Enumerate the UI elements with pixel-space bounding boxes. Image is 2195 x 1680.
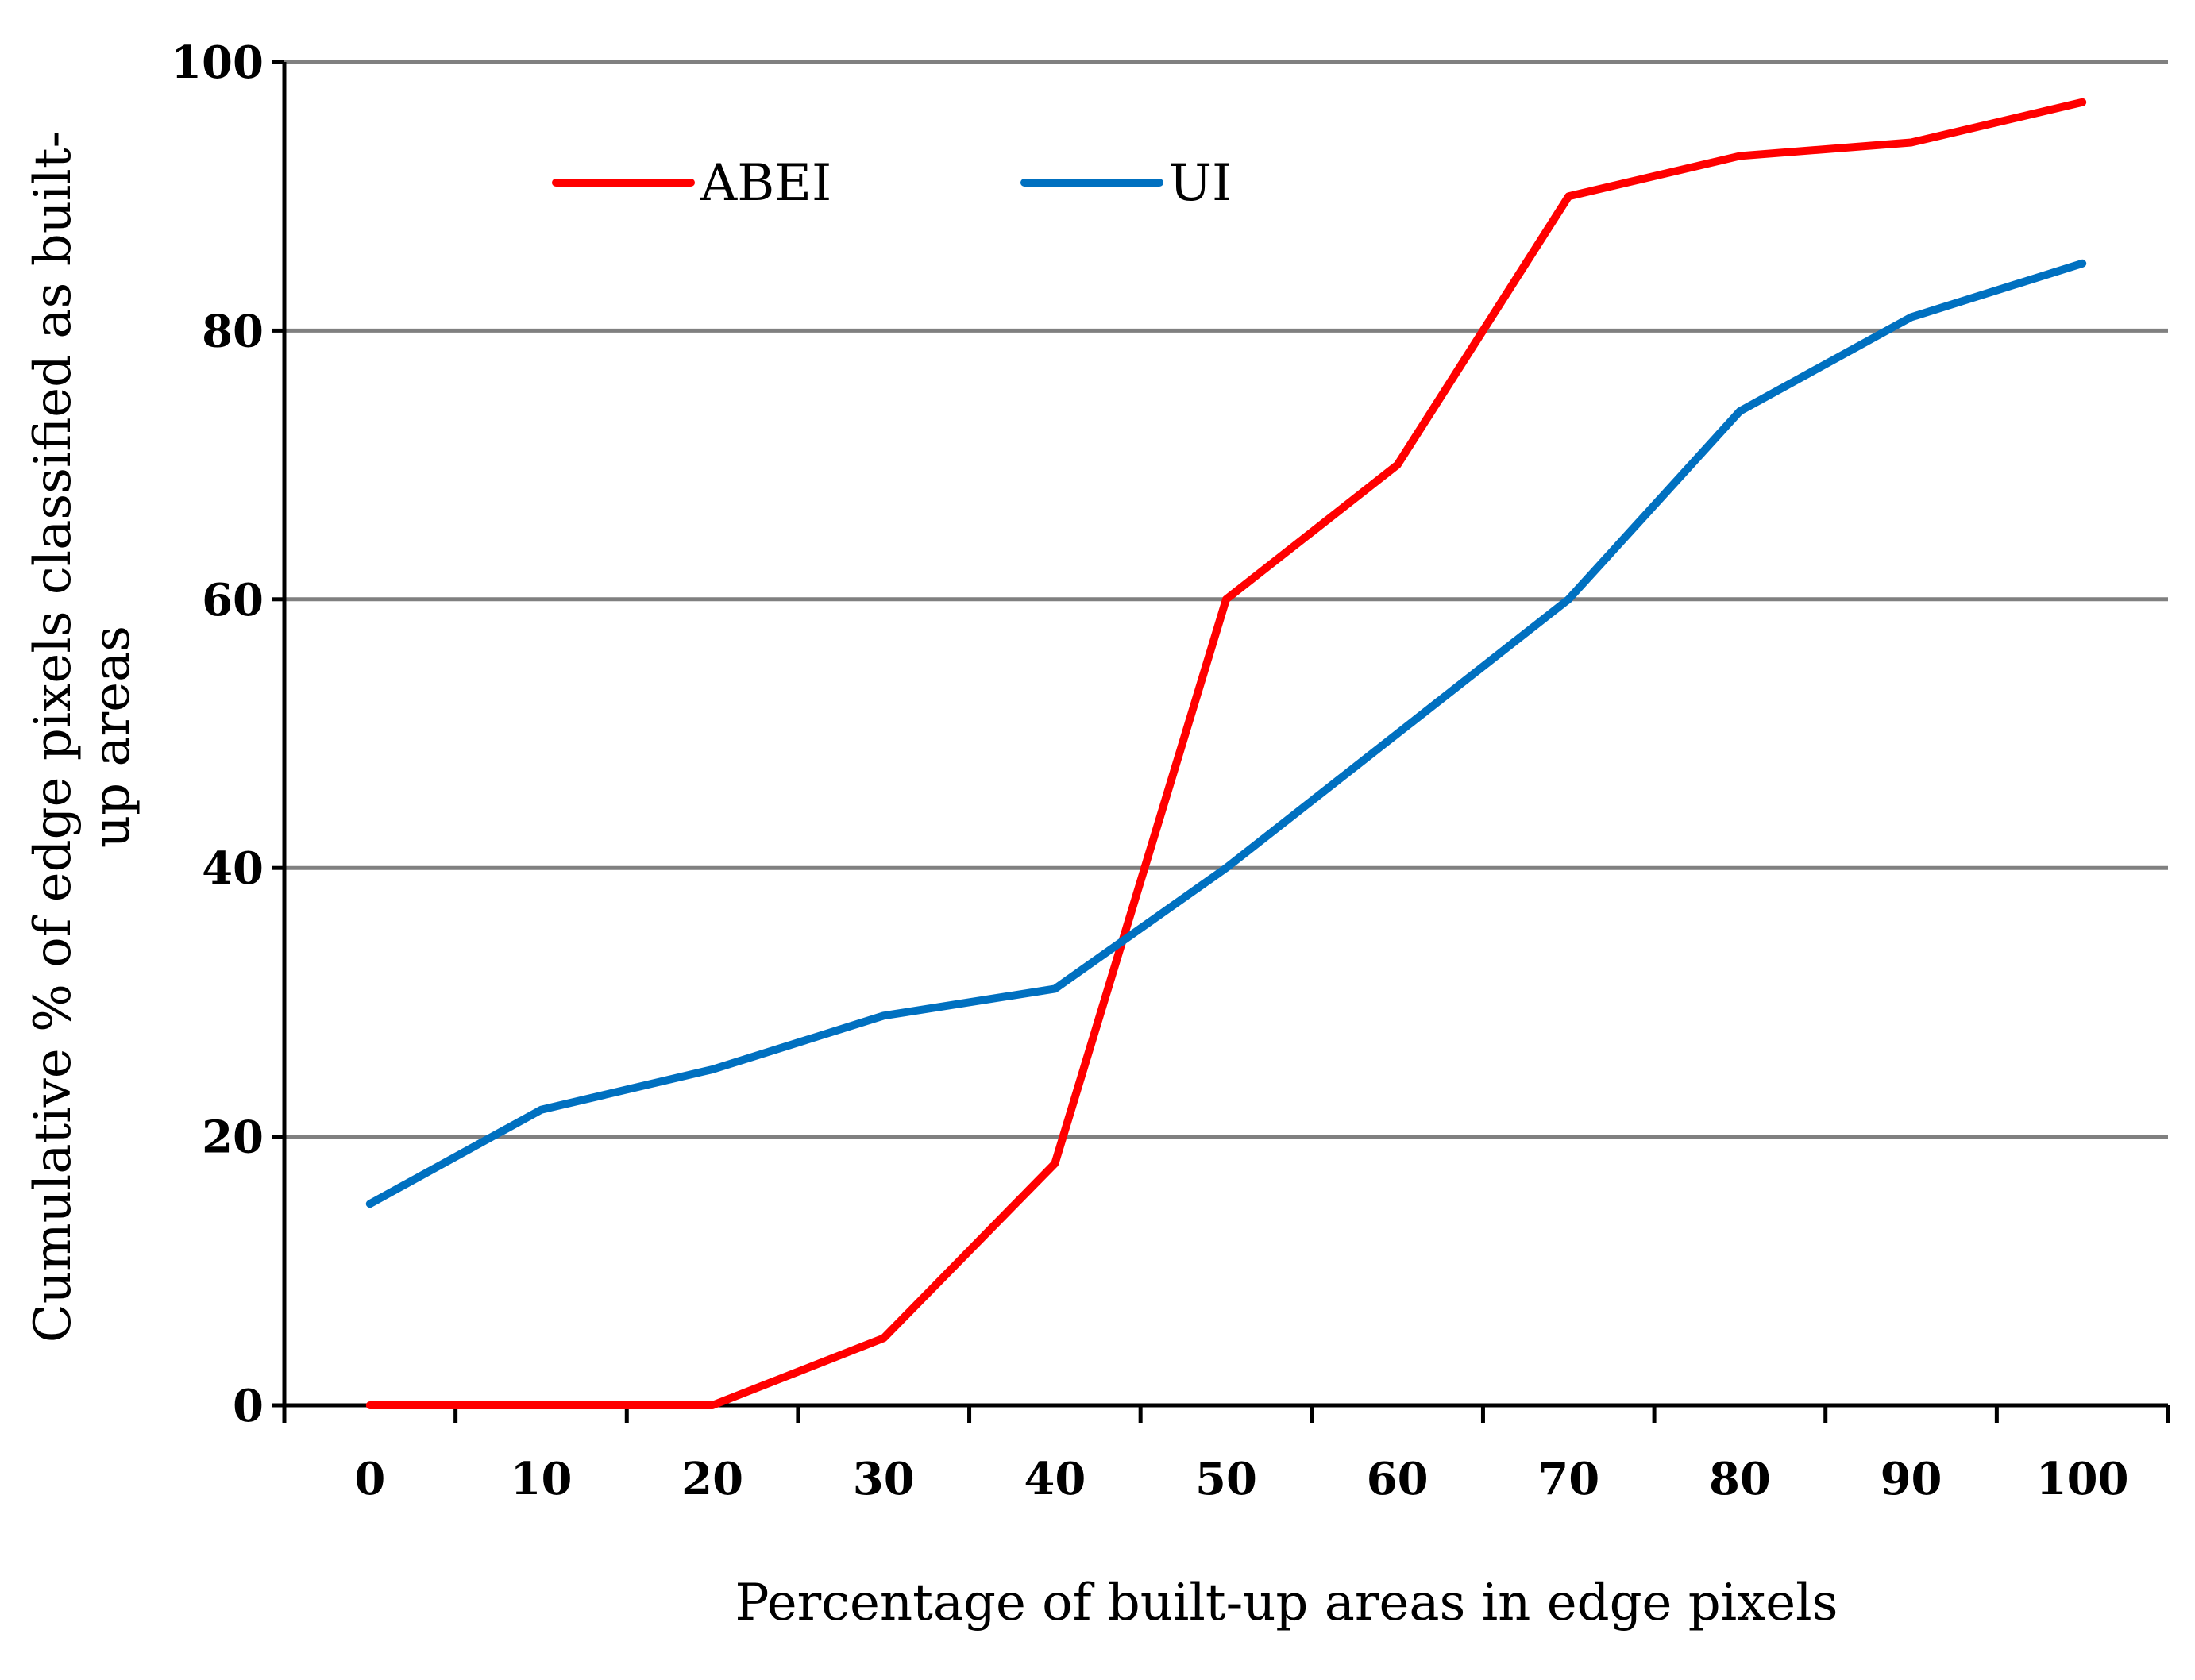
legend-label-abei: ABEI — [700, 154, 831, 213]
x-tick-label-100: 100 — [2036, 1453, 2129, 1505]
series-line-abei — [365, 98, 2087, 1409]
y-tick-label-20: 20 — [202, 1112, 264, 1164]
x-tick-label-80: 80 — [1709, 1453, 1771, 1505]
y-tick-label-100: 100 — [171, 37, 264, 89]
y-tick-label-0: 0 — [233, 1380, 264, 1432]
y-tick-label-80: 80 — [202, 305, 264, 357]
series-lines — [365, 98, 2087, 1409]
legend-label-ui: UI — [1169, 154, 1232, 213]
y-axis-title-line-1: Cumulative % of edge pixels classified a… — [24, 131, 83, 1343]
x-tick-label-60: 60 — [1367, 1453, 1429, 1505]
x-tick-label-90: 90 — [1881, 1453, 1942, 1505]
tick-labels: 0 20 40 60 80 100 0 10 20 30 40 50 60 70 80 90 100 — [171, 37, 2129, 1505]
x-axis-title: Percentage of built-up areas in edge pix… — [735, 1574, 1838, 1632]
x-tick-label-20: 20 — [681, 1453, 743, 1505]
x-tick-label-40: 40 — [1024, 1453, 1086, 1505]
x-tick-label-0: 0 — [354, 1453, 385, 1505]
legend: ABEI UI — [552, 154, 1232, 213]
y-tick-label-60: 60 — [202, 574, 264, 626]
y-axis-title: Cumulative % of edge pixels classified a… — [24, 131, 141, 1343]
axes — [272, 60, 2170, 1423]
x-tick-label-30: 30 — [853, 1453, 915, 1505]
x-tick-label-70: 70 — [1537, 1453, 1599, 1505]
y-axis-title-line-2: up areas — [83, 626, 141, 848]
y-tick-label-40: 40 — [202, 842, 264, 895]
x-tick-label-10: 10 — [510, 1453, 572, 1505]
series-line-ui — [365, 259, 2087, 1208]
x-tick-label-50: 50 — [1195, 1453, 1257, 1505]
